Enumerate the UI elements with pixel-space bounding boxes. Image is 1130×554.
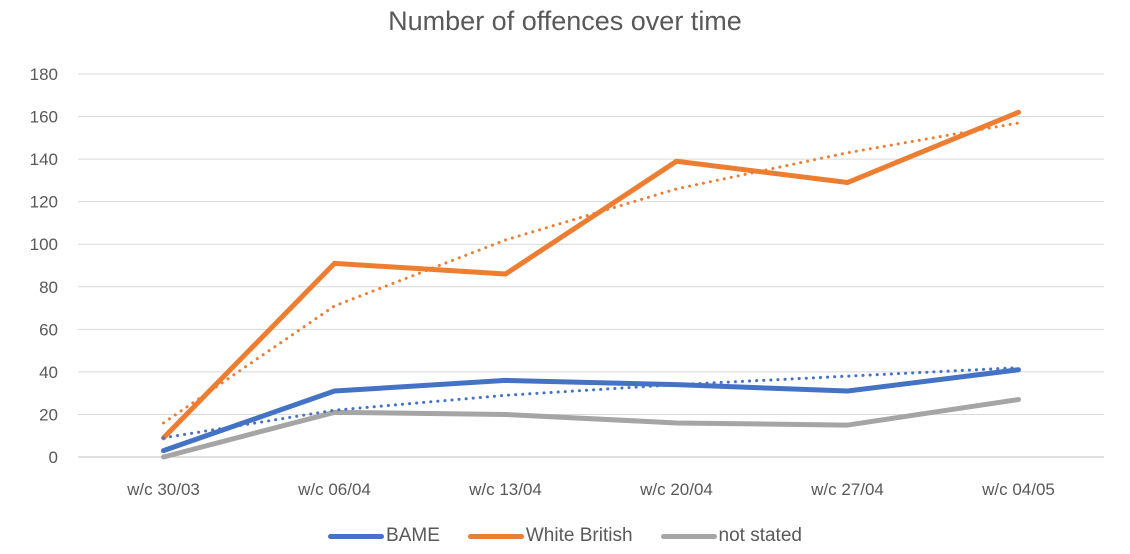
y-tick-label: 180 — [30, 65, 58, 84]
series-line-white-british — [161, 109, 1021, 441]
legend-swatch — [467, 533, 524, 539]
legend: BAME White British not stated — [0, 525, 1130, 547]
x-tick-label: w/c 13/04 — [468, 480, 542, 499]
series-line-bame — [161, 367, 1021, 454]
y-tick-label: 20 — [39, 405, 58, 424]
series-line-not-stated — [161, 397, 1021, 460]
x-tick-label: w/c 20/04 — [639, 480, 713, 499]
y-tick-label: 160 — [30, 108, 58, 127]
y-tick-label: 80 — [39, 278, 58, 297]
trendline-bame — [162, 366, 1020, 440]
y-tick-label: 0 — [49, 448, 58, 467]
x-tick-label: w/c 30/03 — [126, 480, 200, 499]
legend-label: White British — [525, 525, 633, 546]
legend-item: not stated — [660, 525, 802, 547]
legend-item: BAME — [328, 525, 440, 547]
plot-area: 0 20 40 60 80 100 120 140 160 180 w/c 30/03 w/c 06/… — [30, 65, 1104, 499]
y-tick-label: 140 — [30, 150, 58, 169]
y-tick-label: 100 — [30, 235, 58, 254]
y-tick-label: 40 — [39, 363, 58, 382]
legend-label: not stated — [718, 525, 802, 546]
x-tick-label: w/c 06/04 — [297, 480, 371, 499]
y-tick-label: 120 — [30, 193, 58, 212]
legend-label: BAME — [386, 525, 440, 546]
x-tick-label: w/c 04/05 — [981, 480, 1055, 499]
y-tick-label: 60 — [39, 320, 58, 339]
legend-swatch — [328, 533, 385, 539]
trendline-white-british — [162, 121, 1020, 425]
legend-swatch — [660, 533, 717, 539]
legend-item: White British — [467, 525, 633, 547]
x-tick-label: w/c 27/04 — [810, 480, 884, 499]
chart-title: Number of offences over time — [388, 6, 742, 36]
